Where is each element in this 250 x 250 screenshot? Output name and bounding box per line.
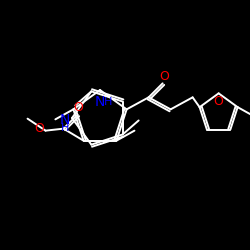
Text: N: N	[95, 95, 105, 109]
Text: O: O	[214, 95, 224, 108]
Text: O: O	[74, 101, 84, 114]
Text: N: N	[60, 113, 70, 127]
Text: H: H	[104, 97, 112, 107]
Text: O: O	[160, 70, 170, 83]
Text: O: O	[34, 122, 44, 135]
Text: H: H	[61, 123, 69, 133]
